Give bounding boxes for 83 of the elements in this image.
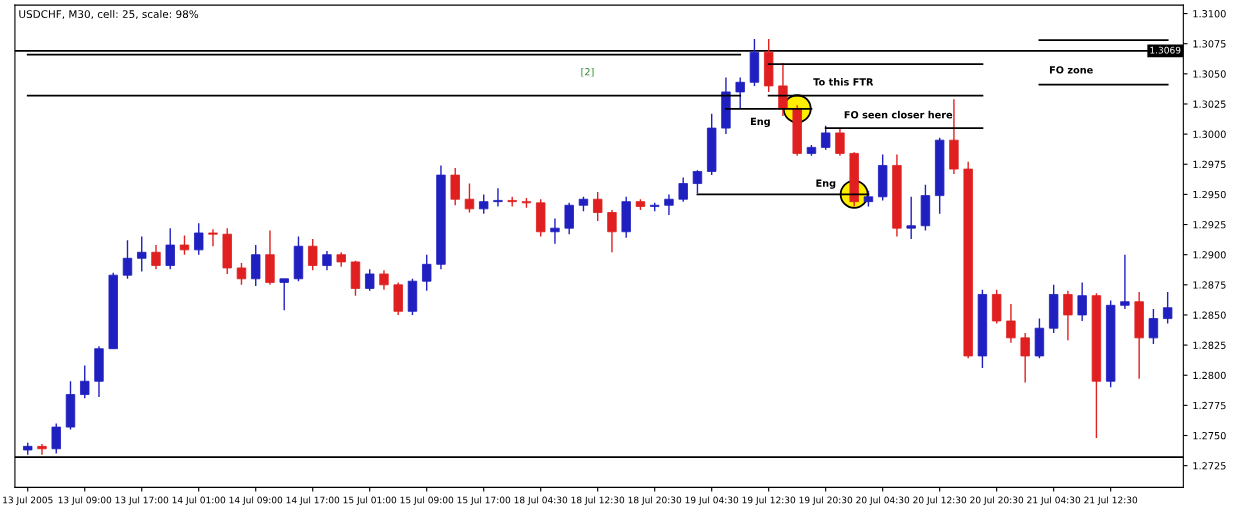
candlestick xyxy=(664,193,674,216)
annotation: [2] xyxy=(581,67,594,77)
candlestick xyxy=(493,187,503,208)
candlestick xyxy=(593,191,603,222)
x-tick-label: 14 Jul 09:00 xyxy=(229,496,283,506)
x-tick-label: 15 Jul 09:00 xyxy=(400,496,454,506)
candlestick xyxy=(835,127,845,157)
candlestick xyxy=(479,193,489,215)
x-tick-label: 19 Jul 04:30 xyxy=(685,496,739,506)
candlestick xyxy=(778,62,788,117)
y-tick-label: 1.2725 xyxy=(1193,462,1226,470)
candlestick xyxy=(692,169,703,194)
x-tick-label: 13 Jul 2005 xyxy=(3,496,53,506)
candlestick xyxy=(1077,281,1087,322)
y-tick-label: 1.2950 xyxy=(1193,190,1226,199)
ref-line-label: 1.3069 xyxy=(1150,46,1181,54)
y-tick-label: 1.2800 xyxy=(1193,371,1226,380)
candlestick xyxy=(379,269,389,291)
y-tick-label: 1.3050 xyxy=(1193,70,1226,78)
candlestick xyxy=(422,253,432,292)
annotation: FO zone xyxy=(1049,66,1093,74)
y-tick-label: 1.3075 xyxy=(1193,40,1226,48)
candlestick xyxy=(151,244,161,270)
candlestick xyxy=(165,227,175,270)
y-tick-label: 1.2850 xyxy=(1193,311,1226,319)
x-tick-label: 19 Jul 12:30 xyxy=(742,496,796,506)
y-tick-label: 1.2925 xyxy=(1193,221,1226,229)
y-tick-label: 1.2975 xyxy=(1193,160,1226,169)
chart-title: USDCHF, M30, cell: 25, scale: 98% xyxy=(19,9,199,20)
candlestick xyxy=(735,76,745,110)
y-tick-label: 1.3100 xyxy=(1193,10,1226,18)
candlestick xyxy=(607,209,617,253)
candlestick xyxy=(906,196,916,240)
candlestick xyxy=(179,234,190,256)
candlestick xyxy=(1148,308,1159,345)
annotation: To this FTR xyxy=(813,78,874,86)
candlestick xyxy=(122,239,133,280)
x-tick-label: 15 Jul 01:00 xyxy=(343,496,397,506)
candlestick xyxy=(308,238,318,272)
candlestick xyxy=(80,364,90,399)
x-tick-label: 21 Jul 12:30 xyxy=(1084,496,1138,506)
candlestick xyxy=(51,422,61,455)
x-tick-label: 20 Jul 04:30 xyxy=(856,496,910,506)
candlestick xyxy=(550,217,560,245)
y-tick-label: 1.3000 xyxy=(1193,130,1226,138)
candlestick xyxy=(37,443,47,456)
candlestick xyxy=(820,124,831,151)
x-tick-label: 21 Jul 04:30 xyxy=(1027,496,1081,506)
annotation: Eng xyxy=(751,117,770,128)
candlestick xyxy=(1006,303,1016,344)
x-tick-label: 20 Jul 12:30 xyxy=(913,496,967,506)
x-tick-label: 18 Jul 20:30 xyxy=(628,496,682,506)
candlestick xyxy=(464,182,475,214)
y-tick-label: 1.3025 xyxy=(1193,100,1226,108)
x-tick-label: 13 Jul 09:00 xyxy=(58,496,112,506)
candlestick xyxy=(208,228,218,247)
candlestick xyxy=(322,250,332,272)
annotation: Eng xyxy=(816,179,836,189)
x-tick-label: 19 Jul 20:30 xyxy=(799,496,853,506)
x-tick-label: 18 Jul 12:30 xyxy=(571,496,625,506)
candlestick xyxy=(1162,291,1173,325)
candlestick xyxy=(137,235,147,273)
y-tick-label: 1.2825 xyxy=(1193,341,1226,349)
candlestick xyxy=(564,202,574,235)
y-tick-label: 1.2750 xyxy=(1193,431,1226,440)
x-tick-label: 13 Jul 17:00 xyxy=(115,496,169,506)
annotation: FO seen closer here xyxy=(844,110,953,119)
x-tick-label: 18 Jul 04:30 xyxy=(514,496,568,506)
candlestick xyxy=(279,278,289,311)
candlestick xyxy=(1063,290,1073,341)
x-tick-label: 14 Jul 01:00 xyxy=(172,496,226,506)
candlestick xyxy=(678,176,688,203)
candlestick xyxy=(236,262,247,286)
y-tick-label: 1.2775 xyxy=(1193,401,1226,410)
y-tick-label: 1.2875 xyxy=(1193,281,1226,289)
y-tick-label: 1.2900 xyxy=(1193,251,1226,259)
candlestick xyxy=(1020,332,1030,384)
candlestick xyxy=(194,222,204,256)
x-tick-label: 14 Jul 17:00 xyxy=(286,496,340,506)
x-tick-label: 15 Jul 17:00 xyxy=(457,496,511,506)
candlestick xyxy=(1120,253,1130,310)
x-tick-label: 20 Jul 20:30 xyxy=(970,496,1024,506)
candlestick xyxy=(365,268,375,292)
